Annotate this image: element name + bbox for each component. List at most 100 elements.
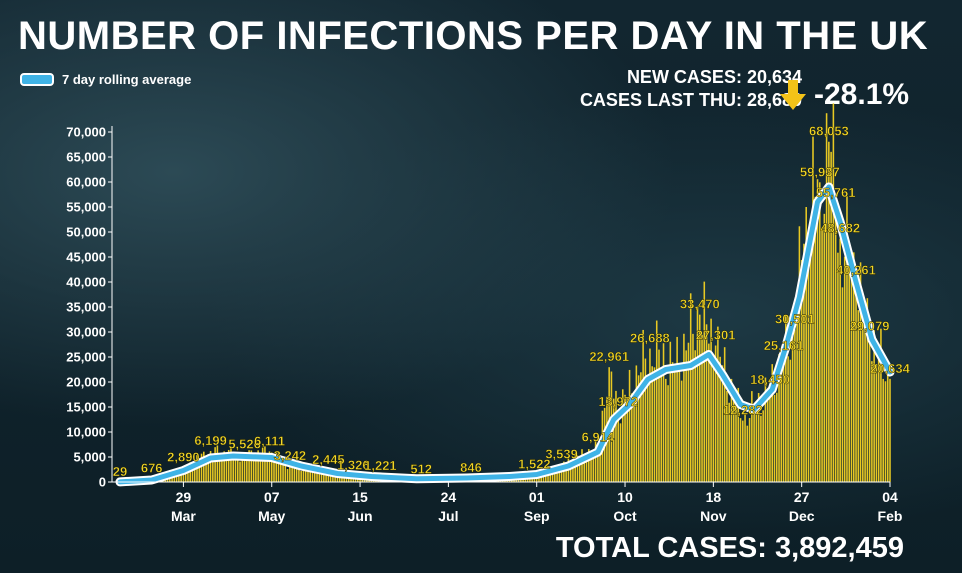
daily-bar [846,196,848,482]
y-tick-label: 25,000 [66,350,106,365]
daily-bar [789,359,792,482]
daily-bar [882,378,884,482]
daily-bar [275,453,278,482]
daily-bar [785,315,787,482]
data-label: 22,961 [589,349,629,364]
daily-bar [775,392,778,482]
daily-bar [773,394,776,482]
x-tick-month: Mar [171,508,196,524]
daily-bar [796,314,798,482]
daily-bar [692,333,694,482]
daily-bar [771,364,774,482]
daily-bar [284,462,287,482]
daily-bar [318,468,321,482]
daily-bar [728,402,730,482]
daily-bar [730,378,733,482]
y-tick-label: 60,000 [66,175,106,190]
daily-bar [871,361,873,482]
daily-bar [286,469,289,482]
daily-bar [227,449,230,482]
daily-bar [644,358,647,482]
daily-bar [184,467,187,482]
daily-bar [667,385,669,482]
daily-bar [193,460,196,482]
daily-bar [868,336,871,482]
daily-bar [748,418,751,482]
daily-bar [289,465,291,482]
x-tick-month: Nov [700,508,727,524]
daily-bar [257,450,259,482]
daily-bar [234,452,237,482]
data-label: 33,470 [680,297,720,312]
daily-bar [678,371,681,482]
percent-change: -28.1% [814,78,910,111]
data-label: 25,161 [764,338,804,353]
daily-bar [658,349,660,482]
x-tick-day: 24 [441,489,457,505]
y-tick-label: 40,000 [66,275,106,290]
daily-bar [631,393,633,482]
data-label: 12,282 [723,403,763,418]
daily-bar [760,415,762,482]
daily-bar [309,465,312,482]
daily-bar [852,252,855,482]
daily-bar [843,256,846,482]
daily-bar [291,463,293,482]
daily-bar [277,452,280,482]
rolling-average-line [115,182,895,487]
daily-bar [651,366,653,482]
daily-bar [862,314,864,482]
daily-bar [207,454,210,482]
daily-bars [119,103,891,483]
daily-bar [592,451,595,482]
daily-bar [320,471,323,482]
data-label: 6,199 [194,433,227,448]
daily-bar [635,365,638,482]
daily-bar [280,461,282,482]
daily-bar [839,238,841,482]
daily-bar [703,281,706,482]
daily-bar [191,467,194,482]
daily-bar [719,356,721,482]
daily-bar [683,333,685,482]
daily-bar [624,394,626,482]
daily-bar [273,460,275,482]
y-tick-label: 0 [99,475,106,490]
daily-bar [778,354,780,482]
daily-bar [270,452,273,482]
y-tick-label: 30,000 [66,325,106,340]
data-label: 13,972 [598,394,638,409]
case-stats: NEW CASES: 20,634 CASES LAST THU: 28,680 [580,66,802,112]
daily-bar [218,457,221,482]
daily-bar [307,469,309,482]
y-tick-label: 45,000 [66,250,106,265]
daily-bar [585,459,588,482]
daily-bar [252,460,255,482]
daily-bar [828,141,830,483]
data-label: 6,914 [582,429,615,444]
data-label: 55,761 [816,185,856,200]
daily-bar [710,318,712,482]
daily-bar [816,179,819,482]
daily-bar [313,471,316,482]
daily-bar [877,348,880,482]
daily-bar [812,136,814,482]
daily-bar [259,456,262,482]
daily-bar [857,310,860,482]
daily-bar [721,365,724,482]
daily-bar [685,350,687,482]
daily-bar [680,380,683,482]
daily-bar [821,227,823,482]
daily-bar [293,467,296,482]
daily-bar [198,459,201,482]
daily-bar [717,326,719,482]
daily-bar [655,320,658,482]
data-label: 29,079 [850,319,890,334]
daily-bar [762,410,764,482]
data-label: 2,890 [167,450,200,465]
daily-bar [832,103,835,482]
daily-bar [304,466,307,482]
daily-bar [800,259,803,482]
